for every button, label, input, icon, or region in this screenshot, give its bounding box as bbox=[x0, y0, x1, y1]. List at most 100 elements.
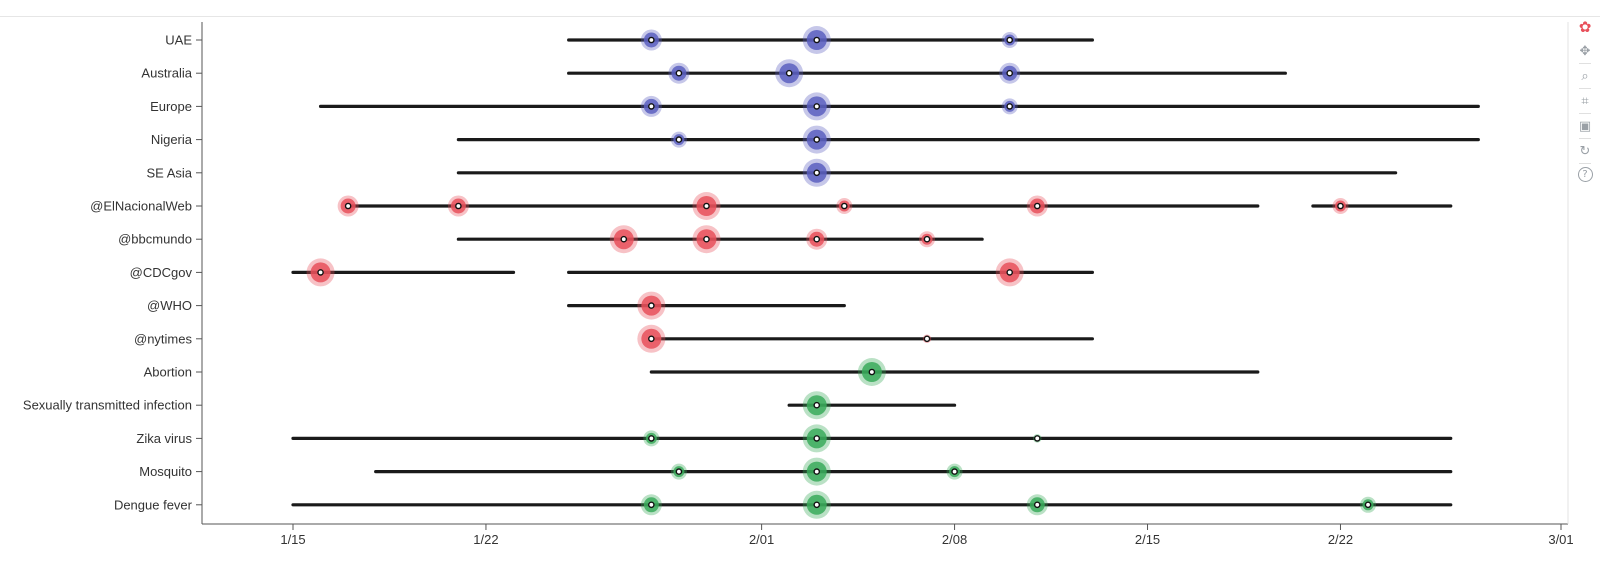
marker-center bbox=[868, 368, 876, 376]
bokeh-logo-icon: ✿ bbox=[1578, 18, 1592, 36]
marker-center bbox=[648, 302, 655, 309]
event-marker bbox=[640, 95, 662, 117]
y-tick-label: @nytimes bbox=[134, 331, 192, 346]
x-tick-label: 1/15 bbox=[280, 532, 305, 547]
marker-center bbox=[1006, 103, 1013, 110]
event-marker bbox=[806, 228, 828, 250]
y-tick-label: @ElNacionalWeb bbox=[90, 199, 192, 214]
toolbar-separator bbox=[1579, 138, 1591, 139]
event-marker bbox=[802, 92, 831, 121]
x-tick-label: 2/15 bbox=[1135, 532, 1160, 547]
event-marker bbox=[1001, 98, 1018, 115]
event-marker bbox=[306, 258, 335, 287]
marker-center bbox=[703, 235, 710, 243]
marker-center bbox=[1033, 501, 1041, 509]
y-tick-label: UAE bbox=[165, 33, 192, 48]
y-tick-label: Abortion bbox=[144, 365, 192, 380]
event-marker bbox=[775, 59, 804, 88]
y-tick-label: Nigeria bbox=[151, 132, 193, 147]
y-axis: UAE Australia Europe Nigeria SE Asia @ElNacio… bbox=[23, 33, 202, 512]
toolbar-separator bbox=[1579, 163, 1591, 164]
y-tick-label: Dengue fever bbox=[114, 497, 193, 512]
event-marker bbox=[670, 463, 687, 480]
event-marker bbox=[640, 494, 662, 516]
event-marker bbox=[637, 324, 666, 353]
toolbar-separator bbox=[1579, 63, 1591, 64]
x-axis: 1/15 1/22 2/01 2/08 2/15 2/22 3/01 bbox=[280, 524, 1574, 547]
y-tick-label: @CDCgov bbox=[130, 265, 193, 280]
event-marker bbox=[802, 391, 831, 420]
timeline-points bbox=[306, 26, 1377, 519]
marker-center bbox=[344, 202, 352, 210]
marker-center bbox=[648, 435, 655, 442]
marker-center bbox=[951, 468, 958, 475]
event-marker bbox=[637, 291, 666, 320]
event-marker bbox=[668, 62, 690, 84]
event-marker bbox=[1360, 496, 1377, 513]
event-marker bbox=[919, 231, 935, 248]
marker-center bbox=[620, 235, 628, 243]
marker-center bbox=[1006, 69, 1013, 77]
marker-center bbox=[923, 235, 931, 243]
event-marker bbox=[802, 457, 831, 486]
marker-center bbox=[675, 468, 683, 475]
x-tick-label: 2/08 bbox=[942, 532, 967, 547]
event-marker bbox=[922, 334, 932, 343]
toolbar-separator bbox=[1579, 88, 1591, 89]
event-marker bbox=[609, 225, 638, 254]
y-tick-label: @WHO bbox=[147, 298, 192, 313]
marker-center bbox=[455, 202, 462, 210]
marker-center bbox=[1033, 435, 1041, 442]
event-marker bbox=[802, 158, 831, 187]
event-marker bbox=[995, 258, 1024, 287]
marker-center bbox=[1006, 36, 1013, 44]
x-tick-label: 2/01 bbox=[749, 532, 774, 547]
pan-icon[interactable]: ✥ bbox=[1579, 43, 1591, 59]
event-marker bbox=[640, 29, 662, 51]
marker-center bbox=[648, 335, 655, 343]
marker-center bbox=[1006, 269, 1013, 276]
event-marker bbox=[670, 131, 687, 148]
event-marker bbox=[1001, 32, 1018, 48]
box-zoom-icon[interactable]: ⌕ bbox=[1581, 68, 1589, 84]
marker-center bbox=[813, 103, 821, 110]
event-marker bbox=[802, 490, 831, 519]
marker-center bbox=[813, 468, 821, 475]
event-marker bbox=[1033, 434, 1042, 443]
event-marker bbox=[1332, 198, 1349, 214]
marker-center bbox=[1337, 202, 1344, 210]
marker-center bbox=[813, 501, 821, 509]
top-divider bbox=[0, 16, 1600, 17]
marker-center bbox=[648, 501, 655, 509]
event-marker bbox=[692, 225, 721, 254]
wheel-zoom-icon[interactable]: ⌗ bbox=[1581, 93, 1589, 109]
event-marker bbox=[946, 463, 963, 480]
marker-center bbox=[923, 335, 931, 343]
marker-center bbox=[813, 235, 821, 243]
marker-center bbox=[1033, 202, 1041, 210]
y-tick-label: @bbcmundo bbox=[118, 232, 192, 247]
y-tick-label: Europe bbox=[150, 99, 192, 114]
event-marker bbox=[802, 424, 831, 453]
marker-center bbox=[675, 136, 683, 143]
event-marker bbox=[857, 358, 886, 386]
x-tick-label: 2/22 bbox=[1328, 532, 1353, 547]
toolbar-separator bbox=[1579, 113, 1591, 114]
save-icon[interactable]: ▣ bbox=[1578, 118, 1592, 134]
marker-center bbox=[1364, 501, 1372, 509]
event-marker bbox=[1026, 195, 1048, 217]
marker-center bbox=[813, 136, 821, 143]
event-marker bbox=[337, 195, 359, 217]
help-icon[interactable]: ? bbox=[1577, 167, 1593, 182]
marker-center bbox=[648, 36, 655, 44]
marker-center bbox=[785, 69, 793, 77]
marker-center bbox=[648, 103, 655, 110]
x-tick-label: 3/01 bbox=[1548, 532, 1573, 547]
reset-icon[interactable]: ↻ bbox=[1579, 143, 1591, 159]
timeline-segments bbox=[291, 38, 1480, 507]
y-tick-label: SE Asia bbox=[146, 165, 192, 180]
marker-center bbox=[813, 401, 821, 409]
event-marker bbox=[643, 430, 660, 447]
marker-center bbox=[317, 269, 324, 276]
